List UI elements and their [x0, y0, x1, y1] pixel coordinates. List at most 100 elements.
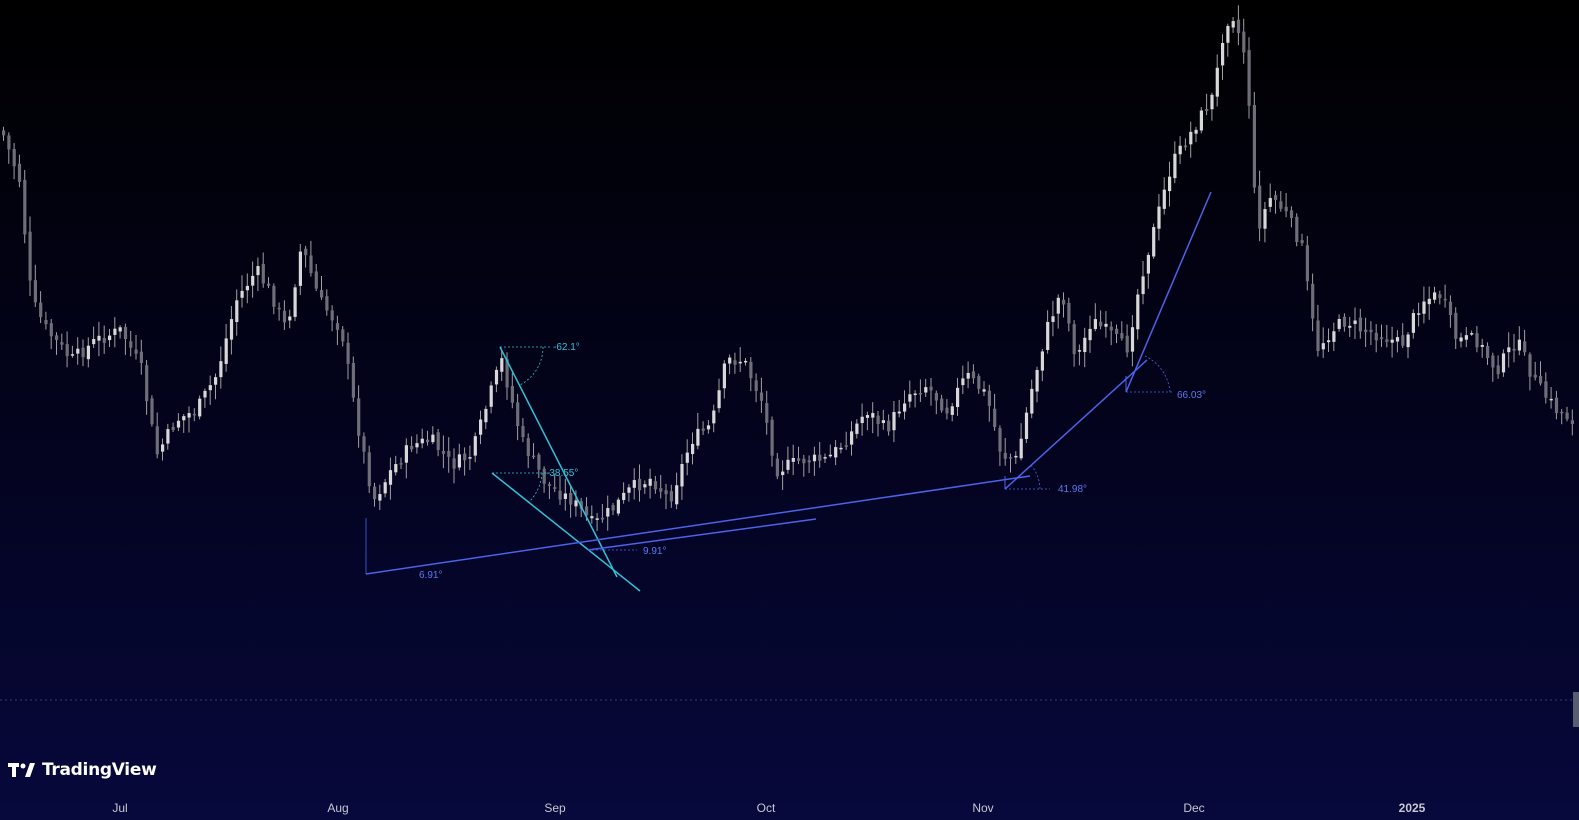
candle-body — [643, 484, 647, 488]
candle-body — [1427, 298, 1431, 305]
candle-body — [876, 415, 880, 424]
candle-body — [1263, 209, 1267, 229]
angle-drawings[interactable]: -62.1° -38.55° 6.91° 9.91° 41.98° 66.03° — [365, 191, 1212, 592]
candle-body — [229, 319, 234, 340]
candle-body — [1046, 321, 1050, 350]
candle-body — [457, 454, 461, 468]
candle-body — [441, 450, 446, 454]
candle-body — [1512, 348, 1516, 351]
candle-body — [489, 385, 493, 407]
candle-body — [182, 416, 186, 421]
candle-body — [245, 285, 249, 291]
candle-body — [65, 344, 69, 357]
candle-body — [351, 362, 355, 398]
candle-body — [1486, 345, 1490, 358]
trendline-blue-41[interactable] — [1004, 359, 1148, 490]
candle-body — [113, 328, 117, 335]
candle-body — [1353, 320, 1357, 324]
candle-body — [388, 470, 393, 485]
candle-body — [1507, 347, 1511, 353]
candle-body — [309, 255, 313, 274]
candle-body — [118, 327, 122, 332]
candle-body — [648, 478, 652, 486]
candle-body — [903, 403, 907, 412]
angle-label-6: 6.91° — [419, 570, 442, 581]
candle-body — [516, 402, 520, 427]
candle-body — [1358, 317, 1362, 332]
angle-arc-66 — [1144, 355, 1171, 393]
angle-label-66: 66.03° — [1177, 390, 1206, 401]
candle-body — [1099, 321, 1103, 327]
candle-body — [494, 369, 499, 385]
candle-body — [1247, 50, 1251, 106]
candle-body — [1390, 339, 1394, 343]
candle-body — [956, 387, 960, 408]
candlestick-series — [2, 5, 1574, 531]
candle-body — [97, 335, 101, 341]
candle-body — [1173, 153, 1177, 179]
candle-body — [1162, 189, 1166, 209]
x-tick-jul: Jul — [112, 801, 127, 815]
candle-body — [28, 231, 32, 281]
candle-body — [892, 412, 896, 431]
candle-body — [1067, 302, 1071, 324]
candle-body — [102, 337, 106, 343]
candle-body — [1448, 301, 1453, 316]
candle-body — [23, 179, 27, 235]
candle-body — [251, 275, 255, 286]
candle-body — [1178, 145, 1182, 155]
candle-body — [839, 447, 843, 450]
candle-body — [526, 438, 530, 456]
candle-body — [664, 490, 668, 495]
tradingview-logo[interactable]: TradingView — [8, 760, 157, 780]
candle-body — [166, 429, 170, 444]
candle-body — [76, 348, 80, 354]
x-tick-aug: Aug — [327, 801, 348, 815]
candle-body — [818, 454, 822, 461]
candle-body — [749, 361, 753, 379]
candle-body — [325, 296, 329, 311]
trendline-cyan-steep[interactable] — [499, 346, 618, 578]
candle-body — [1083, 337, 1087, 353]
candle-body — [500, 358, 504, 372]
trendline-blue-66[interactable] — [1125, 191, 1212, 393]
candle-body — [1544, 381, 1548, 398]
candle-body — [1258, 185, 1262, 229]
candle-body — [44, 319, 48, 325]
candle-body — [1438, 294, 1442, 299]
candle-body — [691, 443, 695, 455]
candle-body — [1480, 344, 1484, 347]
x-tick-2025: 2025 — [1399, 801, 1426, 815]
candle-body — [272, 285, 276, 307]
candle-body — [357, 398, 361, 436]
candle-body — [1417, 313, 1421, 315]
candle-body — [855, 423, 859, 434]
candle-body — [240, 290, 244, 298]
candle-body — [203, 390, 207, 398]
candle-body — [770, 419, 774, 456]
candle-body — [1411, 313, 1415, 333]
candle-body — [1491, 355, 1495, 368]
scrollbar-handle[interactable] — [1573, 692, 1579, 727]
trendline-blue-9[interactable] — [587, 518, 817, 551]
candle-body — [632, 480, 636, 488]
candle-body — [865, 415, 870, 418]
candle-body — [675, 485, 679, 505]
trendline-cyan-shallow[interactable] — [491, 472, 641, 592]
candle-body — [1565, 412, 1569, 420]
candle-body — [277, 307, 281, 310]
angle-label-62: -62.1° — [553, 342, 580, 353]
candle-body — [998, 428, 1002, 452]
trendline-blue-6[interactable] — [365, 475, 1031, 575]
candle-body — [1051, 316, 1055, 322]
candle-body — [1072, 324, 1076, 355]
candle-body — [1130, 327, 1135, 352]
candle-body — [1517, 339, 1521, 351]
candle-body — [569, 492, 573, 505]
candle-body — [479, 419, 483, 435]
candle-body — [622, 492, 626, 501]
candle-body — [1523, 341, 1527, 353]
candle-body — [897, 411, 901, 414]
